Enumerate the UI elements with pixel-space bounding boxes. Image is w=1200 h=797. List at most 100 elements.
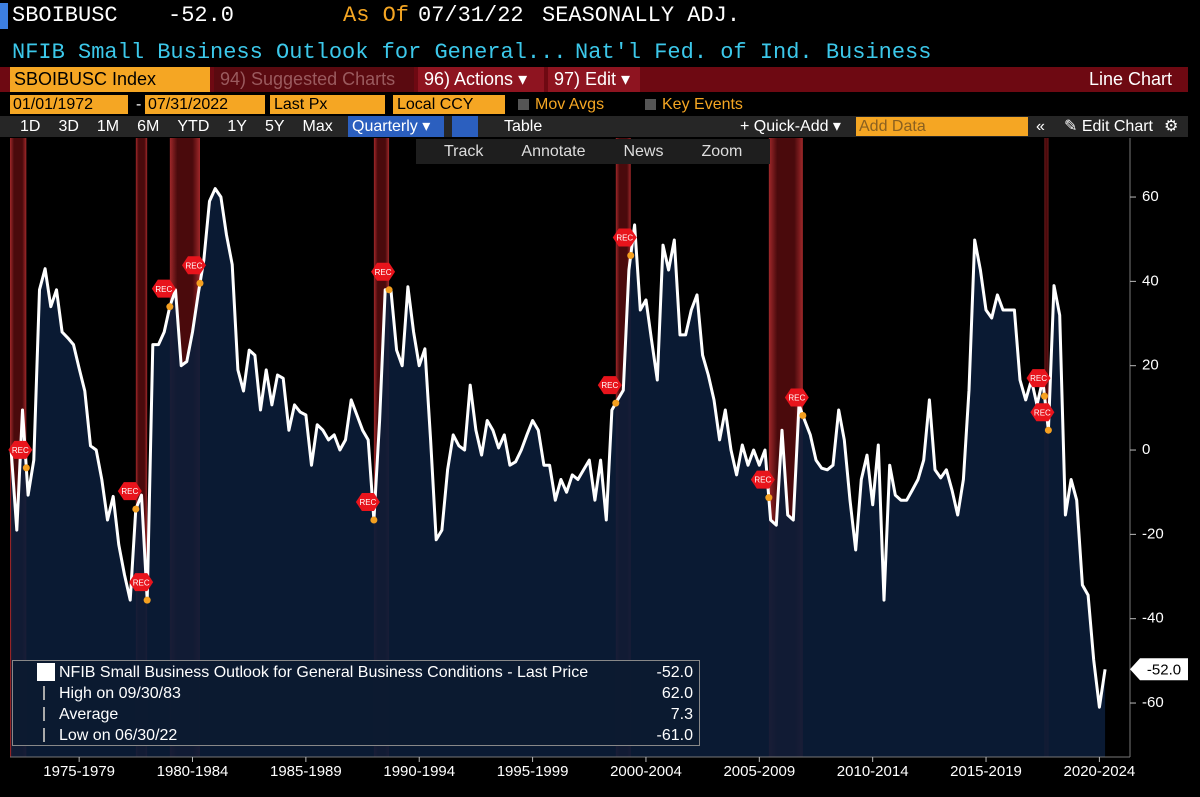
event-flag: [181, 256, 206, 275]
actions-label: 96) Actions: [424, 69, 514, 89]
period-button[interactable]: 3D: [58, 118, 79, 135]
event-dot: [1041, 392, 1049, 400]
y-tick-label: 20: [1142, 357, 1159, 374]
line-icon[interactable]: [452, 116, 478, 137]
tool-buttons: Track Annotate News Zoom: [424, 141, 742, 162]
x-tick-label: 2020-2024: [1064, 763, 1136, 780]
event-label: REC: [788, 394, 805, 403]
tool-button[interactable]: Track: [444, 143, 484, 160]
event-label: REC: [1034, 408, 1051, 417]
period-button[interactable]: 5Y: [264, 118, 285, 135]
quick-add[interactable]: + Quick-Add ▾: [740, 118, 841, 135]
event-dot: [1044, 426, 1052, 434]
x-tick-label: 1985-1989: [270, 763, 342, 780]
x-tick-label: 2010-2014: [837, 763, 909, 780]
event-flag: [597, 376, 622, 395]
description: NFIB Small Business Outlook for General.…: [12, 40, 567, 65]
edit-chart[interactable]: ✎ Edit Chart: [1064, 118, 1153, 135]
event-dot: [799, 412, 807, 420]
event-dot: [612, 399, 620, 407]
settings[interactable]: ⚙: [1164, 118, 1179, 135]
event-label: REC: [1030, 374, 1047, 383]
source: Nat'l Fed. of Ind. Business: [575, 40, 932, 65]
y-tick-label: 0: [1142, 441, 1150, 458]
add-data-input[interactable]: Add Data: [856, 117, 1028, 136]
stat-value: 7.3: [670, 706, 693, 723]
event-dot: [385, 286, 393, 294]
legend-entry: NFIB Small Business Outlook for General …: [59, 664, 589, 681]
event-flag: [1026, 369, 1051, 388]
event-dot: [765, 494, 773, 502]
event-label: REC: [601, 381, 618, 390]
key-events-label: Key Events: [662, 96, 743, 113]
period-button[interactable]: 1Y: [227, 118, 247, 135]
event-flag: [355, 493, 380, 512]
stat-name: High on 09/30/83: [59, 685, 181, 702]
y-tick-label: -40: [1142, 610, 1164, 627]
event-label: REC: [133, 578, 150, 587]
field-select[interactable]: Last Px: [270, 95, 385, 114]
frequency-label: Quarterly: [352, 118, 418, 135]
currency-select[interactable]: Local CCY: [393, 95, 505, 114]
security-field[interactable]: SBOIBUSC Index: [10, 67, 210, 92]
recession-band: [135, 138, 148, 757]
mov-avgs[interactable]: Mov Avgs: [518, 94, 604, 115]
tool-button[interactable]: Annotate: [521, 143, 586, 160]
key-events[interactable]: Key Events: [645, 94, 743, 115]
as-of: As Of: [343, 3, 410, 28]
table-button[interactable]: Table: [504, 118, 543, 135]
event-flag: [1030, 403, 1055, 422]
event-dot: [370, 516, 378, 524]
y-tick-label: -60: [1142, 694, 1164, 711]
event-dot: [132, 505, 140, 513]
stat-value: 62.0: [661, 685, 693, 702]
event-dot: [143, 596, 151, 604]
x-tick-label: 1995-1999: [497, 763, 569, 780]
event-flag: [129, 573, 154, 592]
tool-button[interactable]: News: [623, 143, 664, 160]
collapse-button[interactable]: «: [1036, 118, 1045, 135]
tools-bar: [416, 139, 770, 164]
end-date[interactable]: 07/31/2022: [145, 95, 265, 114]
frequency-select[interactable]: Quarterly ▾: [348, 116, 444, 137]
event-flag: [784, 388, 809, 407]
y-tick-label: 40: [1142, 272, 1159, 289]
event-label: REC: [12, 446, 29, 455]
x-tick-label: 1975-1979: [43, 763, 115, 780]
event-label: REC: [616, 234, 633, 243]
x-tick-label: 1980-1984: [157, 763, 229, 780]
period-button[interactable]: 1M: [96, 118, 120, 135]
y-tick-label: 60: [1142, 188, 1159, 205]
event-flag: [371, 262, 396, 281]
actions-menu[interactable]: 96) Actions ▾: [418, 67, 544, 92]
start-date[interactable]: 01/01/1972: [10, 95, 128, 114]
period-button[interactable]: YTD: [177, 118, 210, 135]
event-dot: [166, 303, 174, 311]
chart-kind: Line Chart: [1088, 69, 1172, 89]
edit-chart-label: Edit Chart: [1081, 118, 1153, 135]
edit-label: 97) Edit: [554, 69, 617, 89]
event-dot: [627, 252, 635, 260]
suggested-charts[interactable]: 94) Suggested Charts: [214, 67, 414, 92]
stat-name: Average: [59, 706, 119, 723]
period-button[interactable]: Max: [302, 118, 333, 135]
legend-last: -52.0: [656, 664, 693, 681]
ticker-marker: [0, 3, 8, 29]
as-of-date: 07/31/22: [418, 3, 524, 28]
event-flag: [151, 279, 176, 298]
event-flag: [612, 228, 637, 247]
stat-name: Low on 06/30/22: [59, 727, 178, 744]
event-flag: [117, 482, 142, 501]
period-button[interactable]: 1D: [20, 118, 41, 135]
x-tick-label: 2005-2009: [723, 763, 795, 780]
last-price-tag-label: -52.0: [1147, 661, 1181, 678]
date-dash: -: [136, 96, 142, 113]
stat-value: -61.0: [656, 727, 693, 744]
x-tick-label: 2000-2004: [610, 763, 682, 780]
tool-button[interactable]: Zoom: [701, 143, 743, 160]
period-button[interactable]: 6M: [137, 118, 160, 135]
legend: NFIB Small Business Outlook for General …: [12, 660, 700, 746]
edit-menu[interactable]: 97) Edit ▾: [548, 67, 640, 92]
